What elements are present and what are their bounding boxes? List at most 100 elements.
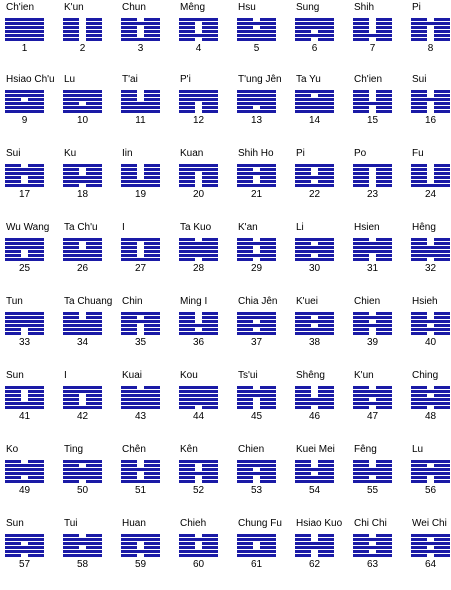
hexagram-symbol xyxy=(5,386,44,410)
solid-line xyxy=(295,110,334,113)
hexagram-number: 28 xyxy=(192,263,205,274)
solid-line xyxy=(179,472,218,475)
hexagram-number: 34 xyxy=(76,337,89,348)
hexagram-number: 42 xyxy=(76,411,89,422)
broken-line xyxy=(353,176,392,179)
hexagram-33: Tun 33 xyxy=(0,296,56,368)
broken-line xyxy=(237,320,276,323)
hexagram-name: Chung Fu xyxy=(238,518,282,529)
broken-line xyxy=(353,476,392,479)
hexagram-number: 22 xyxy=(308,189,321,200)
hexagram-name: Fu xyxy=(412,148,424,159)
hexagram-31: Hsien 31 xyxy=(348,222,404,294)
solid-line xyxy=(295,176,334,179)
solid-line xyxy=(353,394,392,397)
solid-line xyxy=(295,102,334,105)
broken-line xyxy=(295,316,334,319)
hexagram-number: 38 xyxy=(308,337,321,348)
broken-line xyxy=(121,476,160,479)
solid-line xyxy=(179,538,218,541)
broken-line xyxy=(237,546,276,549)
hexagram-symbol xyxy=(63,534,102,558)
broken-line xyxy=(353,172,392,175)
hexagram-45: Ts'ui 45 xyxy=(232,370,288,442)
hexagram-symbol xyxy=(295,386,334,410)
solid-line xyxy=(63,406,102,409)
solid-line xyxy=(63,386,102,389)
hexagram-name: Ta Yu xyxy=(296,74,321,85)
broken-line xyxy=(237,246,276,249)
solid-line xyxy=(295,398,334,401)
hexagram-9: Hsiao Ch'u 9 xyxy=(0,74,56,146)
solid-line xyxy=(295,106,334,109)
solid-line xyxy=(353,480,392,483)
solid-line xyxy=(63,554,102,557)
solid-line xyxy=(121,312,160,315)
solid-line xyxy=(179,394,218,397)
hexagram-symbol xyxy=(353,386,392,410)
broken-line xyxy=(63,30,102,33)
broken-line xyxy=(353,106,392,109)
hexagram-number: 50 xyxy=(76,485,89,496)
solid-line xyxy=(63,542,102,545)
broken-line xyxy=(179,184,218,187)
hexagram-number: 62 xyxy=(308,559,321,570)
hexagram-symbol xyxy=(237,238,276,262)
hexagram-number: 13 xyxy=(250,115,263,126)
broken-line xyxy=(179,542,218,545)
broken-line xyxy=(295,242,334,245)
hexagram-59: Huan 59 xyxy=(116,518,172,590)
hexagram-24: Fu 24 xyxy=(406,148,451,220)
hexagram-64: Wei Chi 64 xyxy=(406,518,451,590)
hexagram-54: Kuei Mei 54 xyxy=(290,444,346,516)
broken-line xyxy=(179,110,218,113)
solid-line xyxy=(411,250,450,253)
broken-line xyxy=(63,168,102,171)
broken-line xyxy=(179,258,218,261)
solid-line xyxy=(237,184,276,187)
hexagram-name: Sun xyxy=(6,518,24,529)
broken-line xyxy=(411,106,450,109)
broken-line xyxy=(237,476,276,479)
broken-line xyxy=(179,546,218,549)
solid-line xyxy=(179,250,218,253)
hexagram-symbol xyxy=(411,460,450,484)
solid-line xyxy=(353,390,392,393)
solid-line xyxy=(411,472,450,475)
solid-line xyxy=(121,468,160,471)
hexagram-symbol xyxy=(179,18,218,42)
hexagram-number: 59 xyxy=(134,559,147,570)
hexagram-13: T'ung Jên 13 xyxy=(232,74,288,146)
broken-line xyxy=(353,238,392,241)
broken-line xyxy=(179,180,218,183)
broken-line xyxy=(121,26,160,29)
hexagram-61: Chung Fu 61 xyxy=(232,518,288,590)
solid-line xyxy=(179,94,218,97)
broken-line xyxy=(295,390,334,393)
hexagram-number: 45 xyxy=(250,411,263,422)
solid-line xyxy=(411,246,450,249)
solid-line xyxy=(295,468,334,471)
broken-line xyxy=(63,480,102,483)
solid-line xyxy=(121,238,160,241)
broken-line xyxy=(411,38,450,41)
hexagram-number: 25 xyxy=(18,263,31,274)
solid-line xyxy=(5,38,44,41)
hexagram-symbol xyxy=(237,534,276,558)
solid-line xyxy=(411,460,450,463)
hexagram-symbol xyxy=(63,164,102,188)
broken-line xyxy=(5,98,44,101)
solid-line xyxy=(411,328,450,331)
solid-line xyxy=(295,546,334,549)
hexagram-symbol xyxy=(179,460,218,484)
hexagram-number: 11 xyxy=(135,115,146,126)
hexagram-name: I xyxy=(64,370,67,381)
hexagram-1: Ch'ien 1 xyxy=(0,2,56,74)
broken-line xyxy=(295,464,334,467)
broken-line xyxy=(121,464,160,467)
broken-line xyxy=(179,328,218,331)
hexagram-symbol xyxy=(121,164,160,188)
hexagram-symbol xyxy=(295,312,334,336)
solid-line xyxy=(237,98,276,101)
solid-line xyxy=(179,386,218,389)
